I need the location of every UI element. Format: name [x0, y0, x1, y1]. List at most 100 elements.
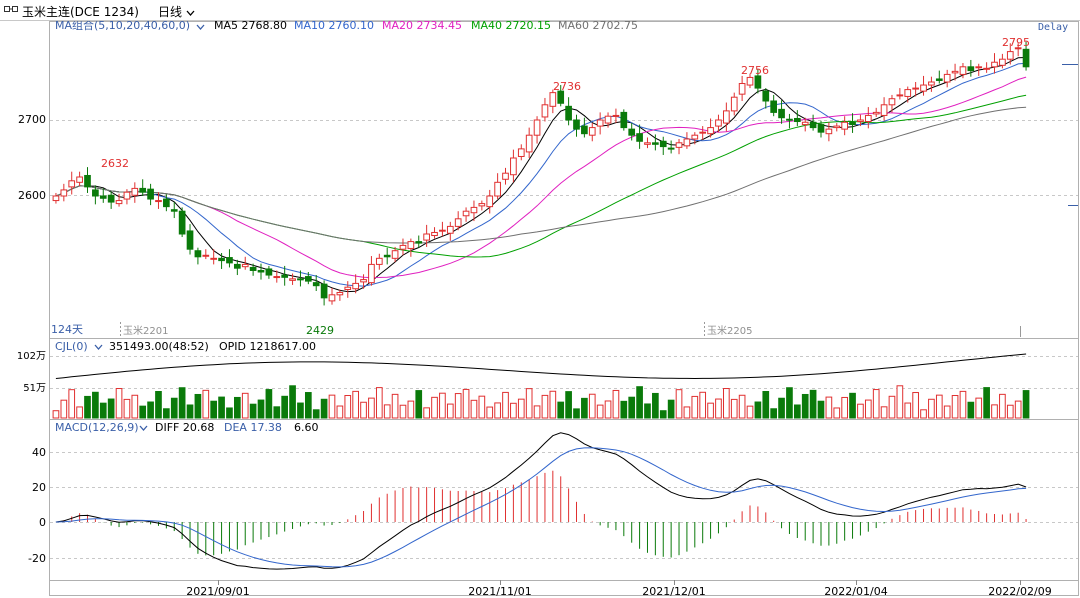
candle-down	[92, 189, 99, 197]
candle-up	[841, 121, 848, 130]
volume-bar	[415, 390, 423, 419]
volume-bar	[707, 402, 714, 419]
candle-down	[84, 174, 91, 188]
candle-up	[738, 83, 746, 95]
volume-bar	[857, 403, 864, 419]
candle-down	[186, 230, 194, 250]
volume-bar	[849, 392, 856, 419]
candle-up	[123, 191, 131, 200]
candle-down	[770, 100, 778, 113]
volume-bar	[557, 401, 565, 419]
volume-bar	[786, 387, 793, 419]
volume-bar	[943, 405, 951, 419]
volume-bar	[833, 407, 841, 419]
x-tick-label: 2021/12/01	[642, 585, 705, 598]
candle-up	[360, 279, 367, 283]
candle-up	[454, 218, 462, 227]
volume-bar	[904, 402, 912, 419]
candle-down	[178, 210, 186, 235]
volume-y-tick-102w: 102万	[17, 351, 46, 362]
candle-up	[675, 142, 683, 148]
candle-up	[52, 195, 60, 202]
candle-up	[202, 254, 210, 257]
ma-legend-item: MA60 2702.75	[558, 21, 638, 32]
candle-up	[462, 210, 470, 217]
volume-bar	[139, 405, 147, 419]
macd-y-tick-neg20: -20	[28, 552, 46, 565]
candle-down	[194, 250, 202, 258]
candle-down	[281, 274, 289, 278]
volume-bar	[328, 394, 336, 419]
candle-up	[391, 250, 399, 259]
macd-label[interactable]: MACD(12,26,9)	[55, 421, 139, 434]
volume-bar	[533, 405, 541, 419]
volume-bar	[123, 398, 131, 419]
candle-up	[746, 76, 754, 86]
macd-dea-value: DEA 17.38	[224, 421, 282, 434]
period-selector[interactable]: 日线	[158, 3, 195, 20]
volume-bar	[628, 396, 636, 419]
volume-bar	[218, 396, 225, 419]
candle-up	[352, 282, 359, 290]
candle-up	[723, 110, 730, 124]
volume-dropdown-icon[interactable]	[94, 344, 103, 350]
x-tick-label: 2022/02/09	[988, 585, 1051, 598]
symbol-label[interactable]: 玉米主连(DCE 1234)	[22, 5, 139, 19]
candle-up	[951, 70, 959, 74]
ma-dropdown-icon[interactable]	[196, 24, 205, 30]
peak-label-2736: 2736	[553, 80, 581, 93]
volume-bar	[715, 398, 722, 419]
candle-up	[699, 131, 707, 134]
candle-up	[328, 294, 336, 302]
candle-up	[68, 180, 76, 188]
candle-down	[778, 108, 785, 119]
x-tick-label: 2021/09/01	[186, 585, 249, 598]
volume-bar	[928, 398, 935, 419]
candle-down	[312, 282, 320, 287]
volume-bar	[226, 407, 233, 419]
candle-up	[210, 257, 218, 260]
candle-down	[652, 142, 659, 145]
volume-bar	[746, 405, 754, 419]
period-label: 日线	[158, 5, 183, 19]
chart-frame	[49, 21, 1079, 596]
candle-down	[659, 140, 667, 148]
volume-bar	[620, 400, 628, 419]
candle-up	[439, 229, 446, 232]
volume-bar	[304, 392, 312, 419]
volume-bar	[431, 396, 438, 419]
volume-bar	[549, 390, 557, 419]
candle-down	[257, 269, 265, 273]
candle-up	[273, 276, 281, 279]
volume-bar	[565, 391, 572, 419]
candle-up	[510, 157, 517, 176]
candle-down	[249, 266, 257, 271]
candle-down	[565, 105, 572, 121]
chart-area[interactable]: MA组合(5,10,20,40,60,0) MA5 2768.80 MA10 27…	[0, 21, 1080, 598]
open-interest-line	[55, 353, 1027, 380]
ma-group-label[interactable]: MA组合(5,10,20,40,60,0)	[55, 21, 190, 32]
candle-up	[691, 134, 699, 140]
macd-y-tick-0: 0	[39, 516, 46, 529]
candle-up	[904, 89, 912, 97]
candle-down	[786, 118, 793, 121]
volume-bar	[336, 405, 344, 419]
volume-bar	[76, 406, 83, 419]
volume-label[interactable]: CJL(0)	[55, 340, 88, 353]
macd-dea-line	[55, 447, 1027, 568]
volume-bar	[502, 391, 509, 419]
macd-dropdown-icon[interactable]	[139, 425, 148, 431]
candle-down	[99, 195, 107, 199]
volume-bar	[864, 399, 872, 419]
volume-bar	[170, 397, 178, 419]
volume-bar	[652, 392, 659, 419]
volume-bar	[210, 400, 218, 419]
chart-layout-icon[interactable]	[4, 4, 18, 14]
volume-bar	[975, 397, 983, 419]
candle-down	[218, 257, 225, 262]
volume-bar	[439, 392, 446, 419]
candle-down	[849, 121, 856, 126]
volume-bar	[573, 408, 580, 419]
candle-up	[872, 111, 880, 115]
candle-down	[636, 133, 643, 142]
